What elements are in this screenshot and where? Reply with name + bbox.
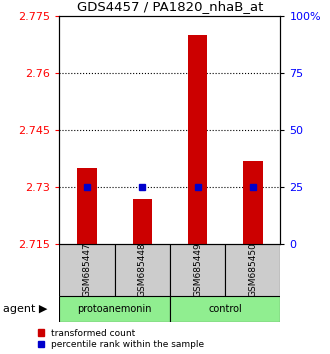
Text: GSM685447: GSM685447 bbox=[82, 242, 91, 297]
Bar bbox=[133, 199, 152, 244]
Bar bbox=[59, 244, 115, 296]
Title: GDS4457 / PA1820_nhaB_at: GDS4457 / PA1820_nhaB_at bbox=[77, 0, 263, 13]
Text: control: control bbox=[208, 304, 242, 314]
Bar bbox=[243, 160, 263, 244]
Bar bbox=[115, 244, 170, 296]
Legend: transformed count, percentile rank within the sample: transformed count, percentile rank withi… bbox=[38, 329, 204, 349]
Text: agent ▶: agent ▶ bbox=[3, 304, 48, 314]
Bar bbox=[225, 244, 280, 296]
Text: GSM685449: GSM685449 bbox=[193, 242, 202, 297]
Text: GSM685450: GSM685450 bbox=[248, 242, 257, 297]
Bar bbox=[170, 296, 280, 322]
Bar bbox=[188, 35, 207, 244]
Text: GSM685448: GSM685448 bbox=[138, 242, 147, 297]
Bar bbox=[59, 296, 170, 322]
Bar bbox=[170, 244, 225, 296]
Text: protoanemonin: protoanemonin bbox=[78, 304, 152, 314]
Bar bbox=[77, 168, 97, 244]
